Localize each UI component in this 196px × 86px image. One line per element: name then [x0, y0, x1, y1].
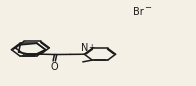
Text: O: O — [50, 62, 58, 72]
Text: +: + — [89, 43, 95, 52]
Text: N: N — [81, 43, 88, 53]
Text: −: − — [144, 4, 151, 13]
Text: Br: Br — [133, 7, 143, 17]
